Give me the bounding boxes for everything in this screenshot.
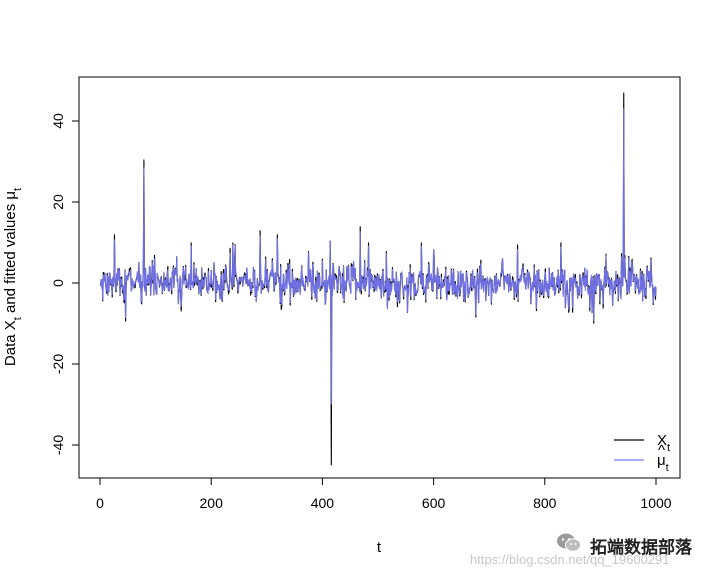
legend: Xt μt ^	[614, 432, 670, 474]
x-tick-label: 400	[311, 495, 335, 511]
x-tick-label: 0	[96, 495, 104, 511]
watermark-url: https://blog.csdn.net/qq_19600291	[470, 552, 670, 567]
y-tick-label: 20	[50, 194, 66, 210]
series-mu-hat-line	[100, 108, 657, 405]
x-tick-label: 1000	[640, 495, 671, 511]
legend-label-mu-hat: μt	[657, 452, 669, 474]
x-tick-label: 800	[533, 495, 557, 511]
y-axis: -40 -20 0 20 40	[50, 113, 79, 455]
watermark-text: 拓端数据部落	[590, 538, 692, 558]
plot-frame	[78, 76, 681, 479]
y-tick-label: -40	[50, 435, 66, 455]
y-axis-title: Data Xt and fitted values μt	[2, 188, 24, 366]
y-tick-label: -20	[50, 354, 66, 374]
legend-label-x: Xt	[657, 432, 670, 454]
x-tick-label: 200	[200, 495, 224, 511]
y-tick-label: 0	[50, 279, 66, 287]
series-layer	[100, 92, 657, 466]
x-axis-title: t	[377, 539, 382, 556]
y-tick-label: 40	[50, 113, 66, 129]
x-tick-label: 600	[422, 495, 446, 511]
x-axis: 0 200 400 600 800 1000	[96, 478, 672, 511]
legend-hat-mark: ^	[658, 442, 665, 459]
wechat-icon	[556, 532, 582, 554]
